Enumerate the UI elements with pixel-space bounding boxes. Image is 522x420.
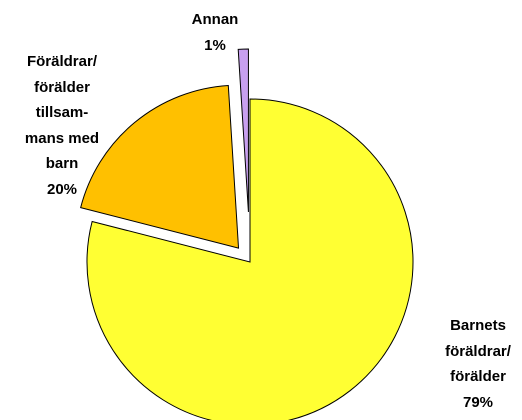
- value-label: 20%: [46, 180, 78, 198]
- category-label: Föräldrar/ förälder tillsam- mans med ba…: [24, 53, 100, 172]
- slice-label: Barnets föräldrar/ förälder 79%: [445, 313, 511, 415]
- value-label: 79%: [462, 393, 494, 411]
- category-label: Barnets föräldrar/ förälder: [445, 317, 511, 385]
- slice-label: Annan 1%: [192, 7, 239, 58]
- slice-label: Föräldrar/ förälder tillsam- mans med ba…: [25, 49, 99, 202]
- value-label: 1%: [204, 36, 226, 54]
- pie-slice: [237, 48, 249, 213]
- category-label: Annan: [191, 11, 239, 28]
- pie-slice: [80, 84, 240, 249]
- pie-slice: [86, 98, 414, 420]
